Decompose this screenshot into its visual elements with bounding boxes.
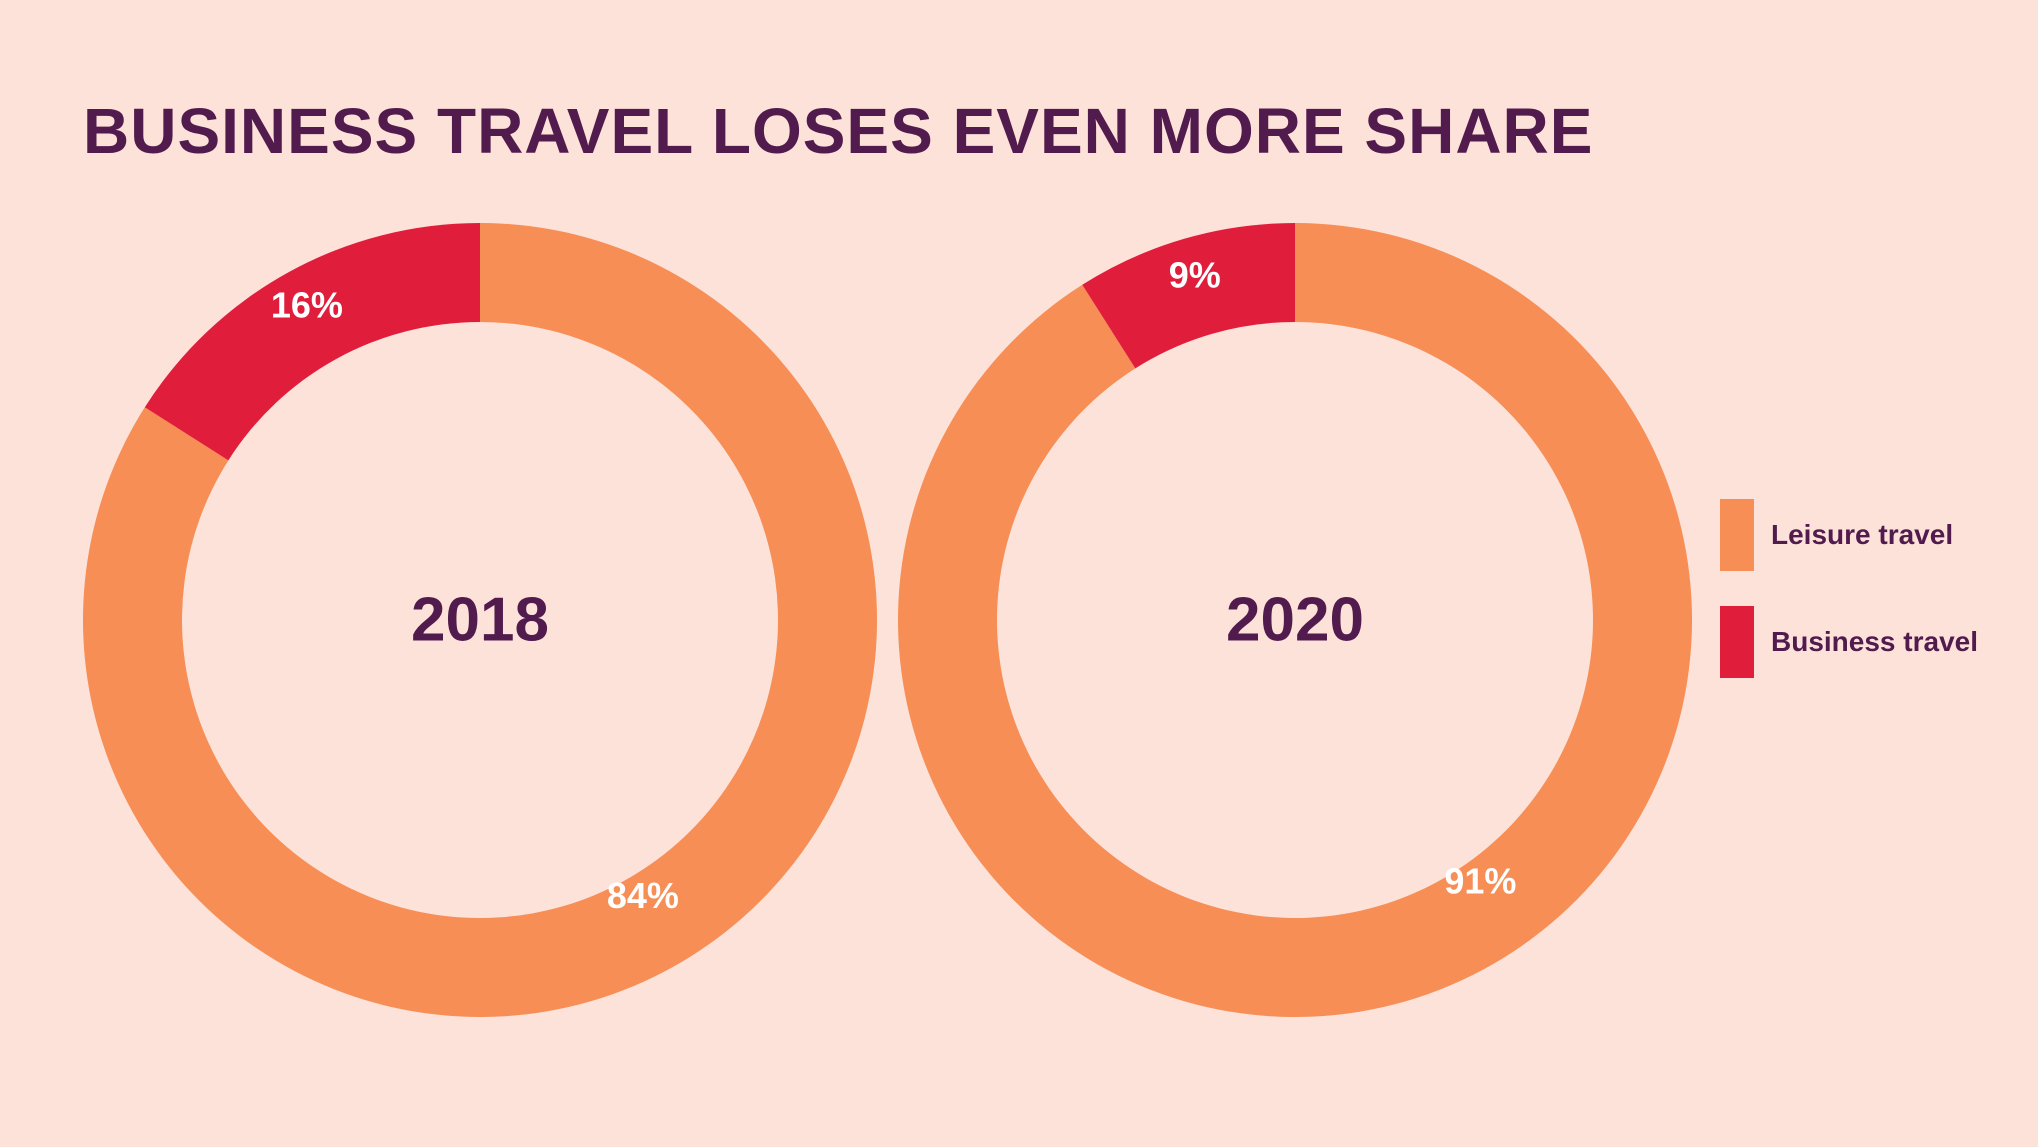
legend-label-business: Business travel — [1771, 626, 1978, 657]
legend-item-leisure: Leisure travel — [1720, 499, 1978, 571]
donut-center-label-2018: 2018 — [411, 586, 549, 655]
slice-label-2018-leisure-travel: 84% — [607, 875, 679, 916]
slice-2018-business-travel — [144, 223, 480, 461]
legend-label-leisure: Leisure travel — [1771, 519, 1954, 550]
legend-item-business: Business travel — [1720, 606, 1978, 678]
slice-label-2020-leisure-travel: 91% — [1444, 860, 1516, 901]
legend: Leisure travel Business travel — [1720, 499, 1978, 713]
slice-2020-business-travel — [1082, 223, 1295, 369]
chart-title: BUSINESS TRAVEL LOSES EVEN MORE SHARE — [83, 95, 1594, 167]
donut-center-label-2020: 2020 — [1226, 586, 1364, 655]
legend-swatch-business — [1720, 606, 1754, 678]
slice-label-2020-business-travel: 9% — [1169, 254, 1221, 295]
donut-2018: 84% 16% 2018 — [82, 223, 877, 1017]
slice-label-2018-business-travel: 16% — [271, 285, 343, 326]
legend-swatch-leisure — [1720, 499, 1754, 571]
donut-2020: 91% 9% 2020 — [897, 223, 1693, 1017]
